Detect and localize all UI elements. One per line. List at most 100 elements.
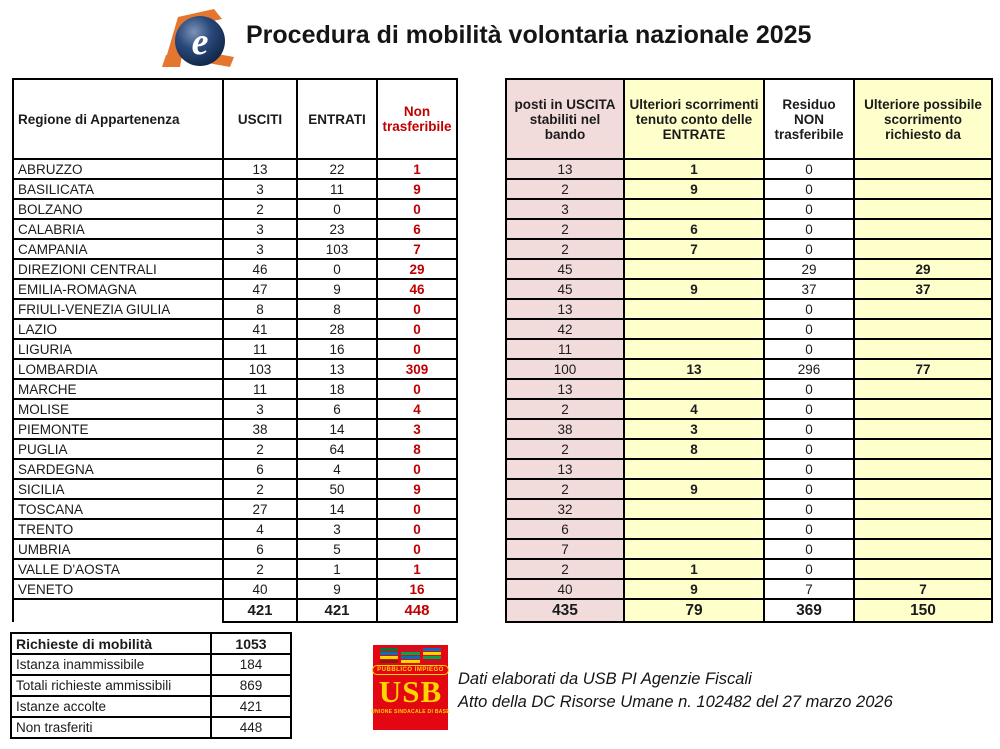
table-row: VALLE D'AOSTA 2 1 1 (12, 558, 458, 580)
table-cell: 100 (505, 358, 625, 380)
table-cell: 1 (296, 558, 378, 580)
table-cell: 0 (763, 338, 855, 360)
table-cell (853, 378, 993, 400)
table-row: FRIULI-VENEZIA GIULIA 8 8 0 (12, 298, 458, 320)
table-header-row: Regione di Appartenenza USCITI ENTRATI N… (12, 78, 458, 160)
table-cell: 0 (376, 338, 458, 360)
table-row: MOLISE 3 6 4 (12, 398, 458, 420)
table-cell: 448 (210, 716, 292, 739)
table-cell: 38 (505, 418, 625, 440)
svg-text:e: e (192, 21, 209, 63)
table-cell: 0 (763, 218, 855, 240)
table-cell: 11 (505, 338, 625, 360)
table-cell: VALLE D'AOSTA (12, 558, 224, 580)
table-cell: 8 (376, 438, 458, 460)
table-cell: 369 (763, 598, 855, 623)
table-cell: 0 (763, 398, 855, 420)
table-cell: 0 (763, 378, 855, 400)
table-cell (853, 238, 993, 260)
table-cell: 1 (376, 158, 458, 180)
table-cell: 64 (296, 438, 378, 460)
table-cell: 2 (505, 238, 625, 260)
table-cell: PUGLIA (12, 438, 224, 460)
table-cell: 0 (763, 198, 855, 220)
page-title: Procedura di mobilità volontaria naziona… (246, 21, 812, 49)
column-header-residuo: Residuo NON trasferibile (763, 78, 855, 160)
usb-subtitle: UNIONE SINDACALE DI BASE (371, 709, 450, 715)
table-row: TRENTO 4 3 0 (12, 518, 458, 540)
table-row: LIGURIA 11 16 0 (12, 338, 458, 360)
table-row: LOMBARDIA 103 13 309 (12, 358, 458, 380)
table-cell: 0 (763, 518, 855, 540)
table-cell: 42 (505, 318, 625, 340)
table-cell: 41 (222, 318, 298, 340)
totals-row: 435 79 369 150 (505, 598, 993, 623)
table-cell: 13 (505, 158, 625, 180)
usb-logo: PUBBLICO IMPIEGO USB UNIONE SINDACALE DI… (371, 645, 450, 730)
table-cell (853, 198, 993, 220)
table-cell: 0 (763, 238, 855, 260)
table-row: BOLZANO 2 0 0 (12, 198, 458, 220)
table-row: 45 29 29 (505, 258, 993, 280)
credits: Dati elaborati da USB PI Agenzie Fiscali… (458, 668, 893, 714)
table-cell: 32 (505, 498, 625, 520)
credits-line-2: Atto della DC Risorse Umane n. 102482 de… (458, 693, 893, 711)
table-header-row: posti in USCITA stabiliti nel bando Ulte… (505, 78, 993, 160)
table-cell: 45 (505, 278, 625, 300)
column-header-ulteriore-possibile: Ulteriore possibile scorrimento richiest… (853, 78, 993, 160)
table-cell: 13 (505, 378, 625, 400)
table-cell: 23 (296, 218, 378, 240)
agenzia-entrate-logo: e (162, 9, 234, 67)
table-cell: PIEMONTE (12, 418, 224, 440)
table-cell: 1053 (210, 632, 292, 655)
table-cell (853, 158, 993, 180)
table-cell: 448 (376, 598, 458, 623)
table-cell: 2 (505, 558, 625, 580)
table-cell: 38 (222, 418, 298, 440)
table-cell: 7 (505, 538, 625, 560)
table-cell: Totali richieste ammissibili (10, 674, 212, 697)
table-row: SICILIA 2 50 9 (12, 478, 458, 500)
table-cell: 1 (623, 558, 765, 580)
table-cell (853, 318, 993, 340)
table-cell (853, 558, 993, 580)
table-cell: 37 (763, 278, 855, 300)
table-row: UMBRIA 6 5 0 (12, 538, 458, 560)
table-cell: 0 (763, 298, 855, 320)
table-cell: 9 (623, 478, 765, 500)
table-cell: 421 (296, 598, 378, 623)
table-cell: 4 (296, 458, 378, 480)
table-cell: 3 (222, 178, 298, 200)
table-cell: 7 (763, 578, 855, 600)
table-row: 45 9 37 37 (505, 278, 993, 300)
table-cell: 7 (853, 578, 993, 600)
table-row: 40 9 7 7 (505, 578, 993, 600)
table-cell: 3 (222, 238, 298, 260)
table-cell (853, 498, 993, 520)
table-cell: 103 (222, 358, 298, 380)
table-row: CALABRIA 3 23 6 (12, 218, 458, 240)
table-row: BASILICATA 3 11 9 (12, 178, 458, 200)
table-cell: 45 (505, 258, 625, 280)
table-row: TOSCANA 27 14 0 (12, 498, 458, 520)
table-cell (853, 178, 993, 200)
table-cell: 2 (505, 438, 625, 460)
table-cell: 2 (222, 558, 298, 580)
table-cell: 0 (376, 378, 458, 400)
table-cell: 3 (222, 398, 298, 420)
table-cell: LIGURIA (12, 338, 224, 360)
table-cell: 18 (296, 378, 378, 400)
column-header-entrati: ENTRATI (296, 78, 378, 160)
table-row: ABRUZZO 13 22 1 (12, 158, 458, 180)
table-cell: 37 (853, 278, 993, 300)
table-cell: 869 (210, 674, 292, 697)
table-cell: 16 (296, 338, 378, 360)
table-cell: 421 (210, 695, 292, 718)
table-cell: Istanza inammissibile (10, 653, 212, 676)
table-cell: 0 (376, 518, 458, 540)
table-cell (623, 518, 765, 540)
table-cell: 1 (376, 558, 458, 580)
